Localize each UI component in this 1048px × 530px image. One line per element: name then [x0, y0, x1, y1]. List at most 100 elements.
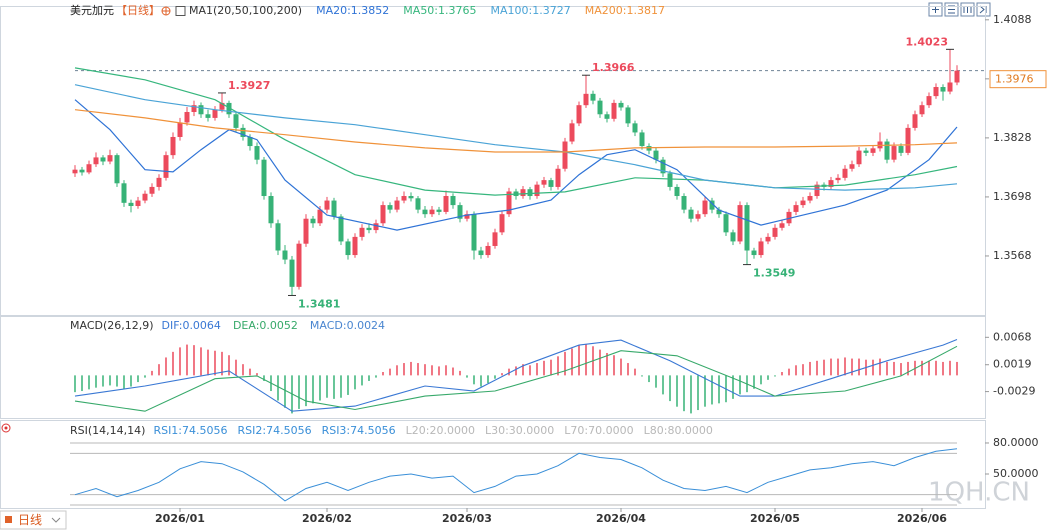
macd-bar: [515, 366, 517, 376]
macd-bar: [711, 375, 713, 405]
macd-bar: [417, 363, 419, 376]
macd-bar: [774, 375, 776, 377]
indicator-title: MACD(26,12,9): [70, 319, 154, 332]
candle-body: [884, 141, 890, 160]
macd-bar: [676, 375, 678, 407]
candle-body: [744, 205, 750, 251]
annotation-label: 1.3549: [753, 267, 795, 280]
candle-body: [688, 209, 694, 219]
x-tick-label: 2026/06: [897, 512, 947, 525]
candle-body: [947, 82, 953, 92]
candle-body: [401, 196, 407, 201]
candle-body: [422, 209, 428, 215]
candle-body: [737, 205, 743, 242]
macd-bar: [172, 351, 174, 376]
annotation-label: 1.3966: [592, 61, 635, 74]
macd-bar: [326, 375, 328, 398]
y-tick-label: 1.3698: [993, 190, 1032, 203]
legend-entry: RSI3:74.5056: [322, 424, 396, 437]
candle-body: [905, 127, 911, 153]
candle-body: [576, 105, 582, 124]
macd-bar: [753, 375, 755, 389]
candle-body: [359, 227, 365, 237]
macd-bar: [935, 360, 937, 376]
macd-bar: [739, 375, 741, 395]
candle-body: [646, 146, 652, 151]
macd-bar: [396, 365, 398, 376]
macd-bar: [529, 365, 531, 376]
candle-body: [765, 236, 771, 242]
macd-bar: [781, 372, 783, 376]
macd-bar: [95, 375, 97, 388]
candle-body: [590, 93, 596, 101]
series-line: [74, 338, 958, 412]
candle-body: [954, 70, 960, 83]
legend-entry: L70:70.0000: [564, 424, 633, 437]
candle-body: [450, 196, 456, 206]
macd-bar: [312, 375, 314, 404]
macd-bar: [431, 365, 433, 376]
period-button[interactable]: [0, 510, 67, 530]
macd-bar: [284, 375, 286, 408]
macd-bar: [242, 364, 244, 376]
series-line: [74, 109, 958, 153]
candle-body: [338, 216, 344, 242]
x-tick-label: 2026/03: [442, 512, 492, 525]
macd-bar: [844, 357, 846, 376]
x-tick-label: 2026/04: [596, 512, 646, 525]
macd-bar: [809, 361, 811, 376]
legend-entry: DEA:0.0052: [233, 319, 298, 332]
period: 【日线】: [116, 3, 160, 17]
legend-entry: DIF:0.0064: [162, 319, 221, 332]
candle-body: [933, 87, 939, 97]
macd-bar: [165, 357, 167, 376]
candle-body: [373, 223, 379, 231]
candle-body: [205, 114, 211, 118]
macd-bar: [445, 365, 447, 376]
period-label[interactable]: 日线: [18, 513, 42, 527]
macd-bar: [620, 358, 622, 376]
candle-body: [639, 132, 645, 147]
macd-bar: [662, 375, 664, 395]
watermark: 1QH.CN: [928, 478, 1030, 508]
chart-title: 美元加元: [70, 4, 114, 17]
macd-bar: [424, 364, 426, 376]
series-line: [74, 345, 958, 412]
macd-bar: [557, 356, 559, 376]
settings-icon[interactable]: [1, 423, 11, 433]
macd-bar: [802, 364, 804, 376]
candle-body: [303, 218, 309, 244]
candle-body: [772, 227, 778, 237]
candle-body: [681, 196, 687, 210]
header-icon: [162, 7, 170, 15]
macd-bar: [193, 345, 195, 376]
indicator-checkbox: [175, 6, 186, 16]
macd-bar: [928, 360, 930, 376]
candle-body: [786, 211, 792, 224]
candle-body: [296, 243, 302, 287]
series-line: [74, 84, 958, 191]
candle-body: [429, 209, 435, 215]
series-line: [74, 448, 958, 502]
x-tick-label: 2026/05: [750, 512, 800, 525]
candle-body: [352, 236, 358, 256]
candle-body: [345, 241, 351, 256]
period-icon: [5, 516, 12, 523]
macd-bar: [410, 361, 412, 376]
macd-bar: [298, 375, 300, 409]
macd-bar: [256, 373, 258, 376]
candle-body: [800, 200, 806, 206]
candle-body: [723, 214, 729, 233]
candle-body: [779, 223, 785, 228]
candle-body: [919, 105, 925, 115]
macd-bar: [116, 375, 118, 387]
macd-bar: [886, 361, 888, 376]
candle-body: [79, 169, 85, 173]
candle-body: [940, 87, 946, 92]
macd-bar: [354, 375, 356, 390]
macd-bar: [277, 375, 279, 401]
candle-body: [380, 205, 386, 224]
candle-body: [863, 150, 869, 153]
candle-body: [730, 232, 736, 242]
candle-body: [331, 200, 337, 217]
